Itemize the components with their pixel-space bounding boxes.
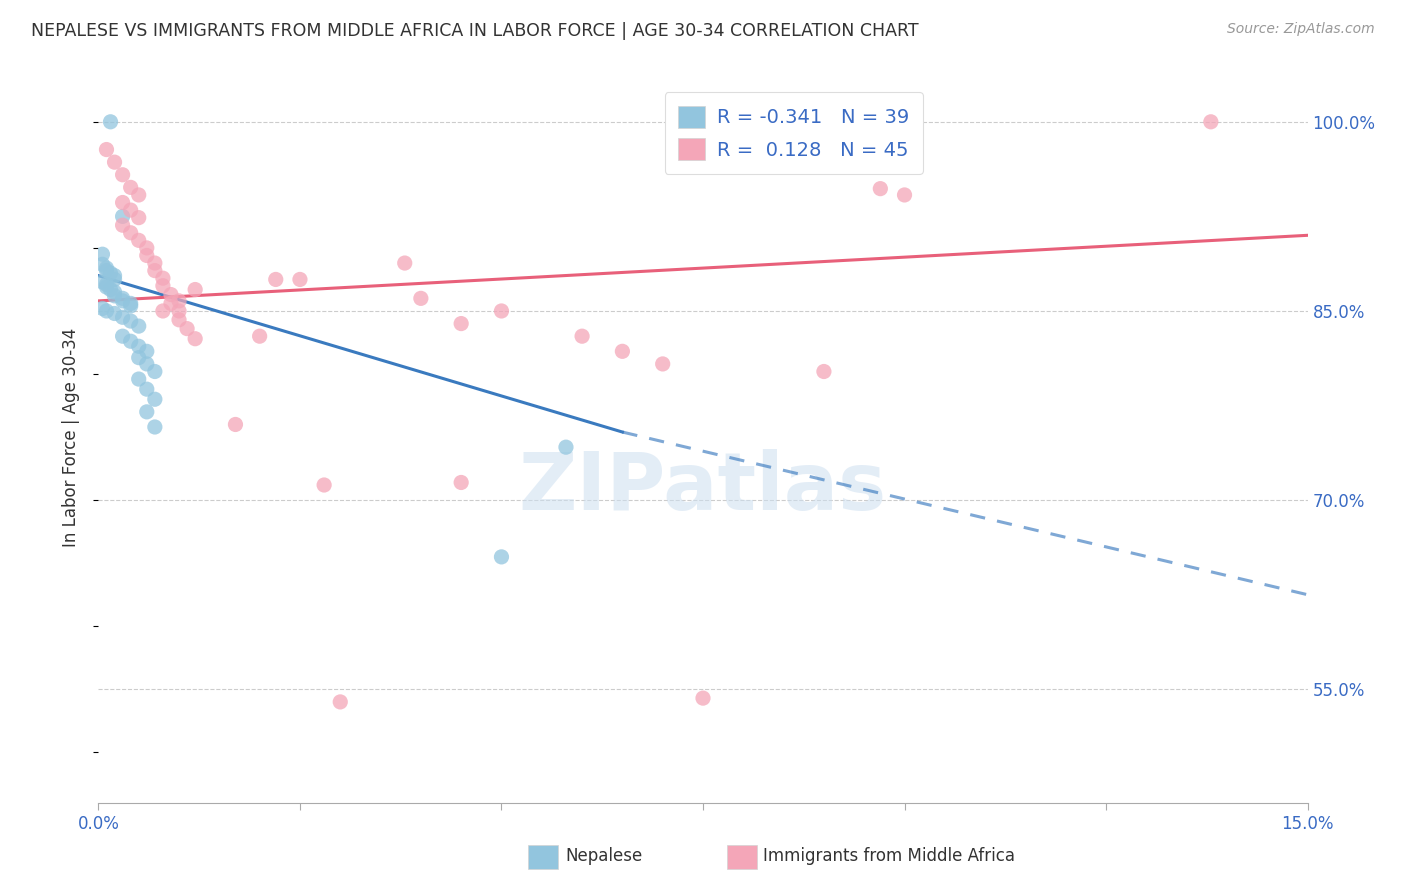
Point: [288, 272, 311, 286]
Point: [128, 211, 150, 225]
Point: [813, 364, 835, 378]
Point: [167, 313, 190, 327]
Point: [103, 306, 125, 320]
Point: [160, 296, 183, 310]
Point: [394, 256, 416, 270]
Point: [120, 180, 142, 194]
Point: [120, 314, 142, 328]
Point: [143, 420, 166, 434]
Point: [120, 334, 142, 349]
Point: [96, 277, 118, 292]
Point: [1199, 115, 1222, 129]
Point: [100, 115, 122, 129]
Point: [314, 478, 336, 492]
Point: [152, 271, 174, 285]
Point: [143, 256, 166, 270]
Point: [91, 275, 114, 289]
Point: [111, 195, 134, 210]
Point: [135, 248, 157, 262]
Point: [152, 278, 174, 293]
Point: [111, 329, 134, 343]
Point: [120, 226, 142, 240]
Point: [120, 299, 142, 313]
Point: [111, 291, 134, 305]
Point: [128, 351, 150, 365]
Point: [111, 310, 134, 325]
Point: [491, 549, 513, 564]
Point: [450, 475, 472, 490]
Point: [128, 188, 150, 202]
Point: [167, 304, 190, 318]
Point: [128, 372, 150, 386]
Point: [143, 364, 166, 378]
Point: [409, 291, 432, 305]
Point: [135, 405, 157, 419]
Point: [571, 329, 593, 343]
Legend: R = -0.341   N = 39, R =  0.128   N = 45: R = -0.341 N = 39, R = 0.128 N = 45: [665, 92, 922, 174]
Point: [869, 181, 891, 195]
Point: [96, 304, 118, 318]
Point: [651, 357, 673, 371]
Point: [176, 321, 198, 335]
Point: [111, 210, 134, 224]
Point: [249, 329, 271, 343]
Point: [111, 218, 134, 232]
Point: [100, 266, 122, 280]
Point: [120, 296, 142, 310]
Point: [135, 344, 157, 359]
Text: ZIPatlas: ZIPatlas: [519, 450, 887, 527]
Point: [128, 233, 150, 247]
Point: [120, 203, 142, 218]
Text: Immigrants from Middle Africa: Immigrants from Middle Africa: [763, 847, 1015, 865]
Point: [103, 155, 125, 169]
FancyBboxPatch shape: [527, 846, 558, 869]
Text: Nepalese: Nepalese: [565, 847, 643, 865]
Point: [96, 263, 118, 277]
Point: [264, 272, 287, 286]
Point: [184, 283, 207, 297]
Point: [91, 247, 114, 261]
Point: [100, 283, 122, 297]
Text: NEPALESE VS IMMIGRANTS FROM MIDDLE AFRICA IN LABOR FORCE | AGE 30-34 CORRELATION: NEPALESE VS IMMIGRANTS FROM MIDDLE AFRIC…: [31, 22, 918, 40]
Point: [96, 143, 118, 157]
Point: [555, 440, 578, 454]
Point: [135, 241, 157, 255]
Point: [96, 280, 118, 294]
Point: [329, 695, 352, 709]
Point: [128, 339, 150, 353]
Point: [111, 293, 134, 308]
Point: [160, 287, 183, 301]
Point: [152, 304, 174, 318]
Point: [135, 357, 157, 371]
Point: [103, 289, 125, 303]
Point: [143, 263, 166, 277]
Point: [224, 417, 246, 432]
Point: [111, 168, 134, 182]
Point: [184, 332, 207, 346]
Point: [893, 188, 915, 202]
Point: [103, 268, 125, 283]
Y-axis label: In Labor Force | Age 30-34: In Labor Force | Age 30-34: [62, 327, 80, 547]
Point: [103, 285, 125, 299]
Point: [692, 691, 714, 706]
Point: [143, 392, 166, 407]
FancyBboxPatch shape: [727, 846, 758, 869]
Point: [96, 261, 118, 276]
Point: [135, 382, 157, 396]
Point: [128, 319, 150, 334]
Point: [612, 344, 634, 359]
Point: [491, 304, 513, 318]
Text: Source: ZipAtlas.com: Source: ZipAtlas.com: [1227, 22, 1375, 37]
Point: [91, 301, 114, 316]
Point: [450, 317, 472, 331]
Point: [167, 293, 190, 308]
Point: [91, 257, 114, 271]
Point: [103, 272, 125, 286]
